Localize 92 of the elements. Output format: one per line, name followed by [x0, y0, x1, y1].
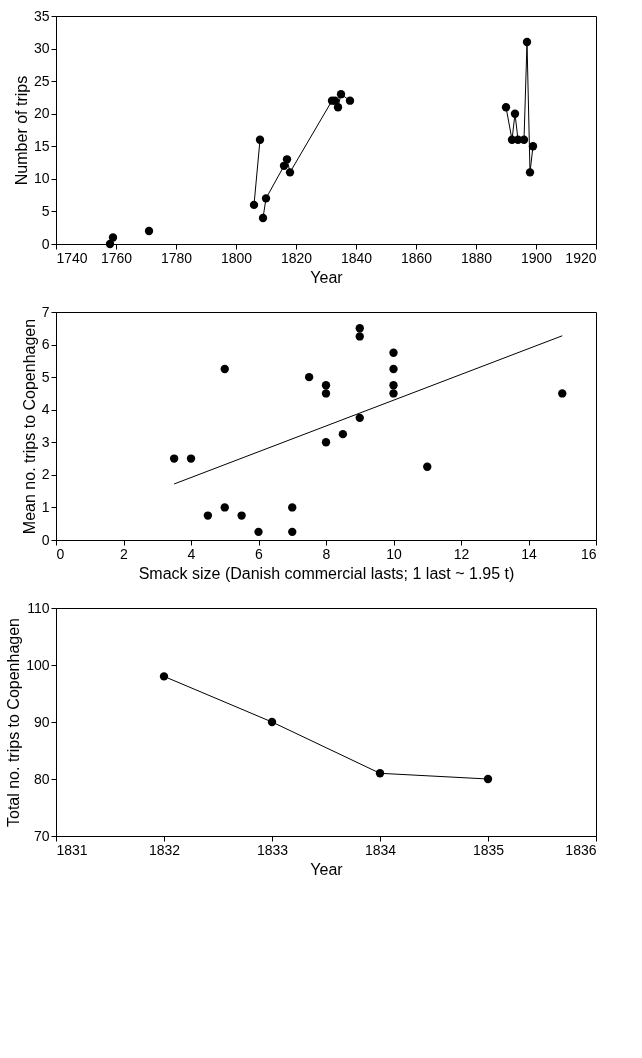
x-tick-label: 6 — [255, 545, 264, 562]
y-tick-label: 10 — [33, 170, 50, 187]
point — [220, 364, 229, 374]
point — [558, 389, 567, 398]
y-axis-title: Total no. trips to Copenhagen — [5, 617, 23, 828]
point — [345, 96, 355, 105]
y-axis-title: Mean no. trips to Copenhagen — [20, 318, 38, 535]
point — [321, 389, 331, 398]
point — [389, 348, 398, 357]
point — [237, 511, 246, 520]
point — [528, 142, 538, 151]
y-tick-label: 35 — [33, 7, 50, 24]
y-tick-label: 70 — [33, 827, 50, 844]
point — [355, 324, 364, 333]
x-tick-label: 1840 — [340, 249, 373, 266]
x-tick-label: 8 — [322, 545, 331, 562]
x-tick-label: 1860 — [400, 249, 433, 266]
y-axis-title: Number of trips — [12, 75, 30, 186]
point — [355, 332, 364, 341]
y-tick-label: 80 — [33, 770, 50, 787]
y-tick-label: 3 — [41, 433, 50, 450]
y-tick-label: 7 — [41, 303, 50, 320]
x-tick-label: 1920 — [565, 249, 597, 266]
x-tick-label: 4 — [187, 545, 196, 562]
point — [186, 454, 196, 463]
x-tick-label: 1833 — [256, 841, 289, 858]
y-tick-label: 100 — [26, 656, 50, 673]
point — [525, 168, 535, 177]
point — [254, 527, 263, 537]
point — [249, 200, 259, 210]
x-axis-title: Year — [310, 860, 344, 878]
point — [279, 161, 289, 170]
x-tick-label: 1760 — [100, 249, 133, 266]
point — [333, 103, 343, 112]
point — [389, 389, 398, 398]
point — [510, 109, 520, 118]
x-tick-label: 0 — [56, 545, 65, 562]
x-tick-label: 14 — [521, 545, 537, 562]
x-tick-label: 1831 — [56, 841, 88, 858]
y-tick-label: 1 — [41, 498, 50, 515]
x-tick-label: 1834 — [364, 841, 397, 858]
y-tick-label: 0 — [41, 531, 50, 548]
point — [389, 364, 398, 374]
x-tick-label: 2 — [120, 545, 129, 562]
point — [321, 381, 331, 390]
y-tick-label: 25 — [33, 72, 50, 89]
x-tick-label: 16 — [580, 545, 597, 562]
x-axis-title: Smack size (Danish commercial lasts; 1 last ~ 1.95 t) — [138, 564, 515, 582]
y-tick-label: 4 — [41, 401, 50, 418]
point — [282, 155, 292, 164]
x-tick-label: 1900 — [520, 249, 553, 266]
point — [355, 413, 364, 423]
point — [144, 226, 154, 236]
x-axis-title: Year — [310, 268, 344, 286]
y-tick-label: 110 — [27, 599, 50, 616]
y-tick-label: 5 — [41, 202, 50, 219]
point — [258, 213, 268, 223]
point — [255, 135, 265, 144]
point — [220, 503, 229, 512]
point — [389, 381, 398, 390]
x-tick-label: 1835 — [472, 841, 505, 858]
x-tick-label: 1836 — [565, 841, 597, 858]
point — [288, 503, 297, 512]
point — [285, 168, 295, 177]
point — [336, 90, 346, 99]
x-tick-label: 10 — [386, 545, 402, 562]
x-tick-label: 1800 — [220, 249, 253, 266]
y-tick-label: 15 — [33, 137, 50, 154]
y-tick-label: 0 — [41, 235, 50, 252]
y-tick-label: 6 — [41, 336, 50, 353]
point — [522, 37, 532, 47]
point — [423, 462, 432, 471]
point — [321, 438, 331, 447]
x-tick-label: 1880 — [460, 249, 493, 266]
point — [501, 103, 511, 112]
point — [288, 527, 297, 537]
y-tick-label: 2 — [41, 466, 50, 483]
x-tick-label: 1740 — [56, 249, 88, 266]
y-tick-label: 30 — [33, 40, 50, 57]
point — [338, 429, 348, 439]
x-tick-label: 1780 — [160, 249, 193, 266]
point — [169, 454, 179, 463]
point — [261, 194, 271, 203]
x-tick-label: 1832 — [148, 841, 181, 858]
point — [203, 511, 213, 520]
point — [108, 233, 118, 242]
x-tick-label: 12 — [453, 545, 470, 562]
x-tick-label: 1820 — [280, 249, 313, 266]
y-tick-label: 5 — [41, 368, 50, 385]
y-tick-label: 20 — [33, 105, 50, 122]
point — [304, 372, 314, 382]
y-tick-label: 90 — [33, 713, 50, 730]
